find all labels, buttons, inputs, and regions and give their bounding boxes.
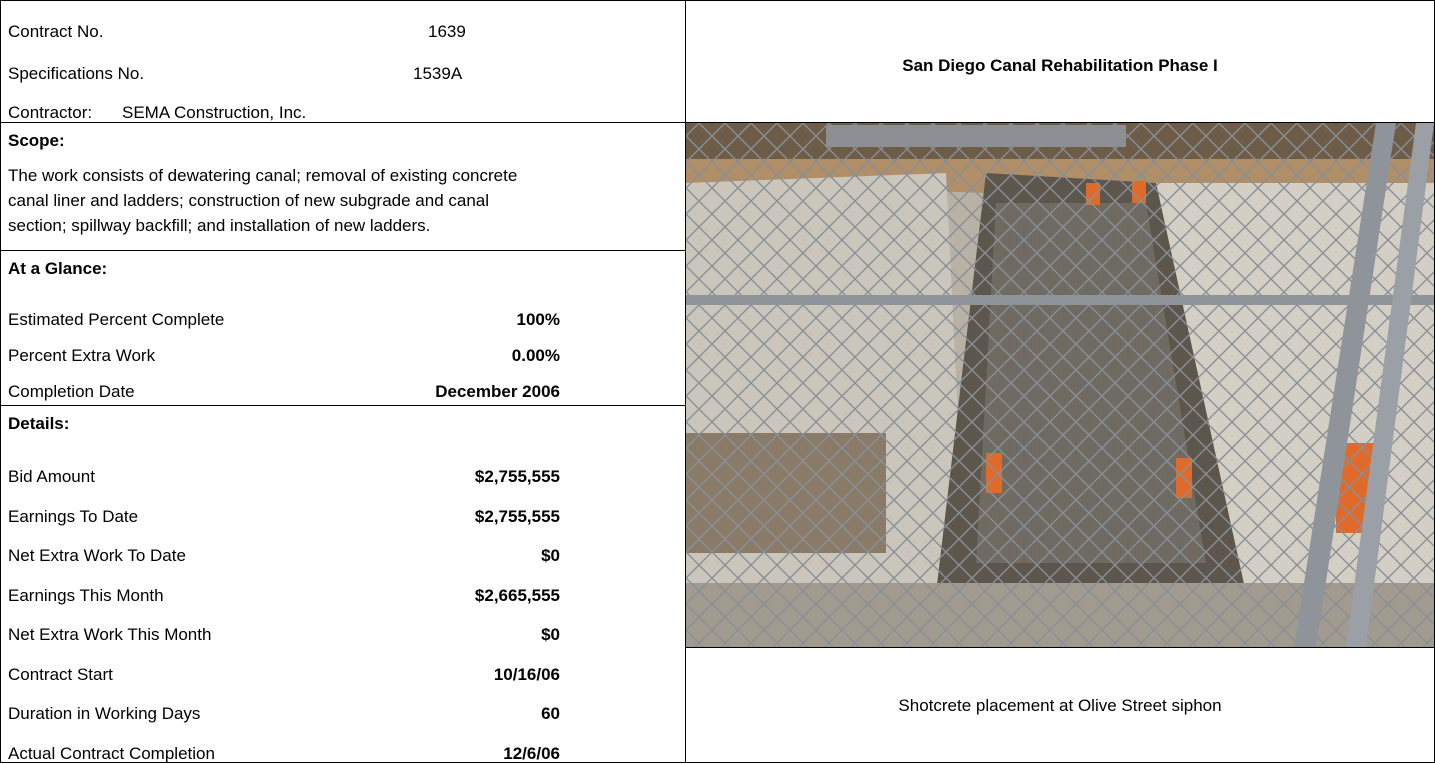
row-label: Contract Start [8,664,113,684]
row-label: Actual Contract Completion [8,743,215,763]
row-value: $0 [541,625,560,644]
row-label: Earnings To Date [8,506,139,526]
row-label: Earnings This Month [8,585,164,605]
row-label: Estimated Percent Complete [8,310,225,329]
section-line [0,122,1435,123]
section-label: Details: [8,414,70,433]
row-label: Net Extra Work To Date [8,546,186,565]
divider [685,0,686,763]
scope-line: canal liner and ladders; construction of… [8,191,490,210]
section-line [0,405,685,406]
section-line [0,250,685,251]
scope-line: The work consists of dewatering canal; r… [8,166,518,185]
row-value: 100% [516,310,560,329]
title: San Diego Canal Rehabilitation Phase I [902,56,1218,75]
border [0,0,1435,1]
label: Specifications No. [8,64,145,83]
row-label: Completion Date [8,382,135,401]
row-value: December 2006 [435,382,560,401]
value: 1539A [413,64,463,83]
label: Contractor: [8,103,93,122]
section-line [685,647,1435,648]
row-value: $2,755,555 [474,467,560,486]
row-value: 10/16/06 [493,664,560,684]
section-label: At a Glance: [8,259,108,278]
caption: Shotcrete placement at Olive Street siph… [898,696,1222,715]
fence-rail [686,295,1434,305]
value: 1639 [428,22,466,41]
row-value: $2,755,555 [474,506,560,526]
row-value: 0.00% [511,346,560,365]
border [0,0,1,763]
row-label: Net Extra Work This Month [8,625,212,644]
row-label: Percent Extra Work [8,346,156,365]
value: SEMA Construction, Inc. [122,103,307,122]
scope-line: section; spillway backfill; and installa… [8,216,431,235]
row-label: Bid Amount [8,467,95,486]
label: Contract No. [8,22,104,41]
photo [686,123,1434,647]
section-label: Scope: [8,131,65,150]
row-label: Duration in Working Days [8,704,201,723]
row-value: 12/6/06 [503,743,560,763]
fence-pole [1346,123,1434,647]
row-value: 60 [541,704,560,723]
row-value: $0 [541,546,560,565]
row-value: $2,665,555 [474,585,560,605]
fence-pole [1294,123,1396,647]
